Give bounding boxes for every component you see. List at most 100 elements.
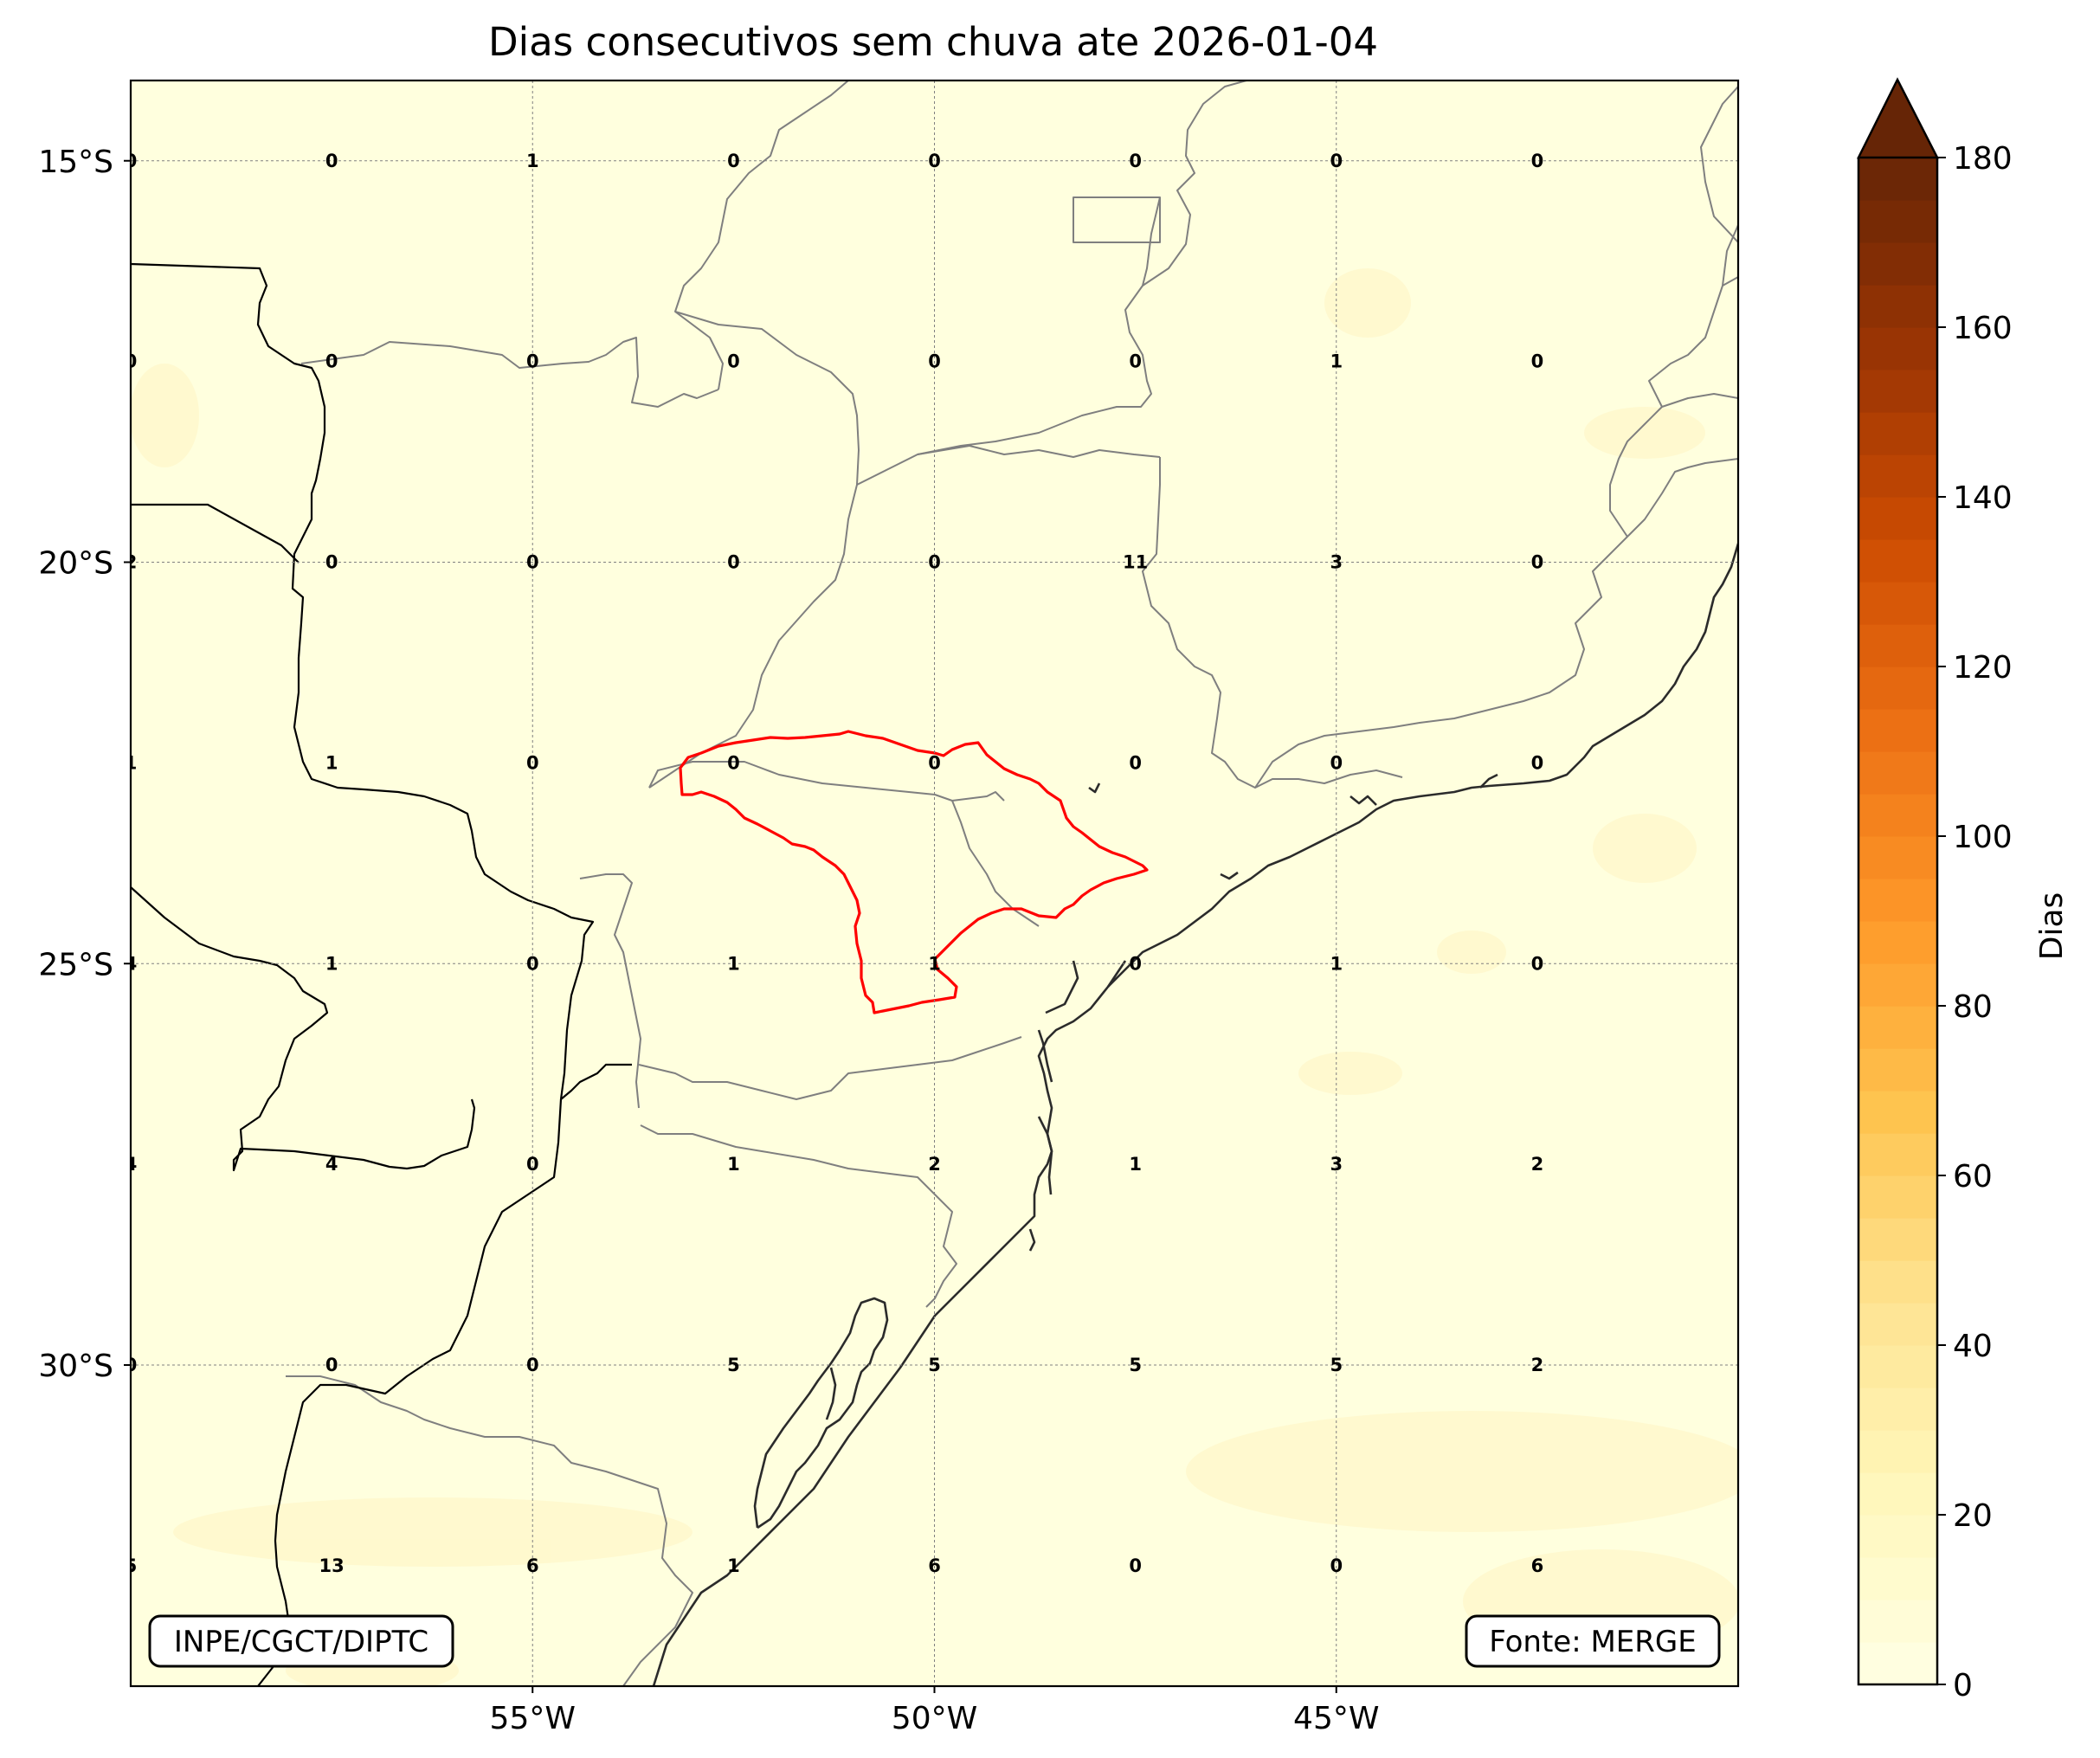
- colorbar-band: [1858, 921, 1937, 964]
- colorbar-tick-label: 0: [1953, 1668, 1973, 1703]
- colorbar-tick-label: 40: [1953, 1329, 1993, 1364]
- grid-value-label: 4: [125, 953, 138, 974]
- grid-value-label: 0: [727, 752, 740, 773]
- grid-value-label: 1: [727, 1555, 740, 1576]
- grid-value-label: 5: [928, 1355, 941, 1375]
- colorbar-band: [1858, 1557, 1937, 1600]
- grid-value-label: 0: [526, 351, 539, 372]
- state-borders: [286, 80, 1738, 1686]
- colorbar: 0 20 40 60 80 100 120 140 160 180 Dias: [1856, 77, 2070, 1703]
- grid-value-label: 1: [325, 953, 338, 974]
- basin-outline: [679, 730, 1149, 1014]
- grid-value-label: 1: [1129, 1154, 1142, 1175]
- colorbar-tick-label: 100: [1953, 820, 2013, 855]
- grid-value-label: 0: [727, 552, 740, 573]
- grid-value-label: 0: [1330, 151, 1343, 171]
- colorbar-band: [1858, 497, 1937, 540]
- colorbar-band: [1858, 1472, 1937, 1516]
- grid-value-label: 0: [1129, 953, 1142, 974]
- colorbar-band: [1858, 1642, 1937, 1685]
- lat-tick-label: 30°S: [38, 1349, 113, 1384]
- colorbar-band: [1858, 1260, 1937, 1304]
- colorbar-band: [1858, 539, 1937, 583]
- lat-tick-label: 25°S: [38, 947, 113, 982]
- lon-axis: 55°W 50°W 45°W: [490, 1686, 1379, 1736]
- grid-value-labels: 0 0 1 0 0 0 0 00 0 0 0 0 0 1 02 0 0 0 0 11 3 01 1 0 0 0 0 0 04 1 0 1 1 0 1…: [125, 151, 1544, 1576]
- grid-value-label: 0: [526, 953, 539, 974]
- lon-tick-label: 55°W: [490, 1701, 576, 1736]
- colorbar-band: [1858, 285, 1937, 328]
- colorbar-tick-label: 80: [1953, 989, 1993, 1025]
- grid-value-label: 0: [526, 552, 539, 573]
- country-borders: [131, 262, 632, 1686]
- grid-value-label: 1: [928, 953, 941, 974]
- colorbar-tick-label: 120: [1953, 650, 2013, 686]
- grid-value-label: 1: [1330, 351, 1343, 372]
- grid-value-label: 0: [928, 351, 941, 372]
- colorbar-band: [1858, 1303, 1937, 1346]
- grid-value-label: 6: [1531, 1555, 1544, 1576]
- grid-value-label: 2: [928, 1154, 941, 1175]
- colorbar-band: [1858, 666, 1937, 710]
- grid-value-label: 13: [319, 1555, 345, 1576]
- colorbar-band: [1858, 1133, 1937, 1176]
- colorbar-band: [1858, 624, 1937, 667]
- colorbar-band: [1858, 1175, 1937, 1219]
- grid-value-label: 0: [1531, 151, 1544, 171]
- grid-value-label: 0: [1531, 351, 1544, 372]
- colorbar-label: Dias: [2034, 892, 2070, 961]
- colorbar-band: [1858, 454, 1937, 498]
- grid-value-label: 4: [125, 1154, 138, 1175]
- grid-value-label: 0: [1129, 351, 1142, 372]
- grid-value-label: 5: [125, 1555, 138, 1576]
- grid-value-label: 5: [1129, 1355, 1142, 1375]
- grid-value-label: 0: [928, 752, 941, 773]
- colorbar-band: [1858, 709, 1937, 752]
- colorbar-band: [1858, 1091, 1937, 1134]
- figure-title: Dias consecutivos sem chuva ate 2026-01-…: [488, 19, 1378, 65]
- credit-right: Fonte: MERGE: [1489, 1625, 1696, 1659]
- colorbar-band: [1858, 1515, 1937, 1558]
- grid-value-label: 0: [928, 552, 941, 573]
- grid-value-label: 0: [727, 151, 740, 171]
- grid-value-label: 2: [125, 552, 138, 573]
- colorbar-band: [1858, 200, 1937, 243]
- grid-value-label: 0: [1129, 1555, 1142, 1576]
- grid-value-label: 0: [325, 151, 338, 171]
- grid-value-label: 0: [928, 151, 941, 171]
- colorbar-band: [1858, 836, 1937, 879]
- grid-value-label: 1: [526, 151, 539, 171]
- map-panel: 0 0 1 0 0 0 0 0 0 0 0 0 0 0 1 0 2 0 0 0 0 1 1 3 0 1 1 0 0 0 0 0 0 4 1 0 1 1 0 1…: [38, 79, 1740, 1736]
- colorbar-band: [1858, 963, 1937, 1007]
- grid-value-label: 0: [125, 351, 138, 372]
- grid-value-label: 0: [325, 1355, 338, 1375]
- credit-right-box: Fonte: MERGE: [1465, 1614, 1721, 1668]
- colorbar-tick-label: 20: [1953, 1498, 1993, 1534]
- colorbar-band: [1858, 794, 1937, 837]
- colorbar-band: [1858, 879, 1937, 922]
- grid-value-label: 0: [1531, 552, 1544, 573]
- colorbar-band: [1858, 412, 1937, 455]
- colorbar-band: [1858, 158, 1937, 201]
- grid-value-label: 0: [1129, 752, 1142, 773]
- grid-value-label: 4: [325, 1154, 338, 1175]
- colorbar-tick-label: 180: [1953, 141, 2013, 177]
- grid-value-label: 0: [526, 1154, 539, 1175]
- colorbar-band: [1858, 751, 1937, 795]
- colorbar-band: [1858, 242, 1937, 286]
- colorbar-band: [1858, 1388, 1937, 1431]
- grid-value-label: 0: [125, 151, 138, 171]
- grid-value-label: 3: [1330, 552, 1343, 573]
- lat-tick-label: 15°S: [38, 145, 113, 180]
- colorbar-bands: [1858, 158, 1937, 1685]
- grid-value-label: 1: [727, 1154, 740, 1175]
- grid-value-label: 0: [526, 1355, 539, 1375]
- colorbar-band: [1858, 1430, 1937, 1473]
- grid-value-label: 1: [727, 953, 740, 974]
- lon-tick-label: 45°W: [1293, 1701, 1379, 1736]
- grid-value-label: 0: [1330, 752, 1343, 773]
- grid-value-label: 0: [526, 752, 539, 773]
- grid-value-label: 0: [325, 552, 338, 573]
- grid-value-label: 0: [727, 351, 740, 372]
